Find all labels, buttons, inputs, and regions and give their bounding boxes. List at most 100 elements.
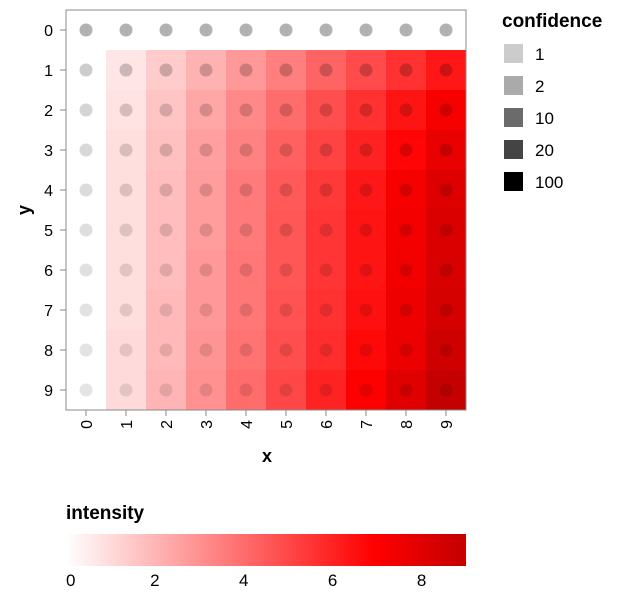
confidence-dot <box>159 303 173 317</box>
confidence-dot <box>119 223 133 237</box>
confidence-dot <box>79 223 93 237</box>
confidence-dot <box>399 303 413 317</box>
heatmap-cell <box>426 370 467 411</box>
confidence-dot <box>199 263 213 277</box>
heatmap-cell <box>266 10 307 51</box>
heatmap-cell <box>426 170 467 211</box>
heatmap-cell <box>266 50 307 91</box>
heatmap-cell <box>306 250 347 291</box>
confidence-dot <box>239 303 253 317</box>
confidence-legend-label: 10 <box>535 109 554 128</box>
y-tick-label: 0 <box>44 23 53 40</box>
confidence-dot <box>119 263 133 277</box>
confidence-dot <box>119 183 133 197</box>
x-tick-label: 1 <box>119 420 136 429</box>
heatmap-cell <box>426 130 467 171</box>
heatmap-cell <box>226 170 267 211</box>
heatmap-cell <box>346 90 387 131</box>
heatmap-cell <box>186 370 227 411</box>
heatmap-cell <box>386 90 427 131</box>
heatmap-cell <box>386 130 427 171</box>
confidence-dot <box>159 383 173 397</box>
confidence-dot <box>439 103 453 117</box>
confidence-dot <box>399 383 413 397</box>
heatmap-cell <box>426 90 467 131</box>
heatmap-cell <box>66 370 107 411</box>
confidence-dot <box>359 143 373 157</box>
heatmap-cell <box>346 250 387 291</box>
heatmap-cell <box>306 50 347 91</box>
heatmap-cell <box>306 90 347 131</box>
confidence-dot <box>79 263 93 277</box>
confidence-dot <box>79 63 93 77</box>
heatmap-cell <box>306 330 347 371</box>
intensity-legend: intensity 0 2 4 6 8 <box>66 503 466 590</box>
confidence-legend-label: 20 <box>535 141 554 160</box>
confidence-dot <box>239 63 253 77</box>
heatmap-cell <box>306 290 347 331</box>
confidence-legend-swatch <box>504 76 523 95</box>
confidence-dot <box>439 63 453 77</box>
heatmap-cell <box>266 330 307 371</box>
confidence-dot <box>319 103 333 117</box>
heatmap-cell <box>266 170 307 211</box>
confidence-dot <box>399 63 413 77</box>
confidence-dot <box>359 303 373 317</box>
confidence-dot <box>159 63 173 77</box>
x-tick-label: 5 <box>279 420 296 429</box>
x-tick-label: 0 <box>79 420 96 429</box>
confidence-dot <box>79 303 93 317</box>
confidence-dot <box>399 223 413 237</box>
heatmap-cell <box>66 10 107 51</box>
confidence-dot <box>399 23 413 37</box>
confidence-dot <box>159 263 173 277</box>
confidence-dot <box>279 383 293 397</box>
confidence-dot <box>159 143 173 157</box>
heatmap-cell <box>106 250 147 291</box>
confidence-dot <box>199 183 213 197</box>
confidence-dot <box>439 143 453 157</box>
heatmap-cell <box>186 50 227 91</box>
heatmap-cell <box>146 170 187 211</box>
confidence-dot <box>159 183 173 197</box>
confidence-dot <box>119 343 133 357</box>
plot-frame <box>65 9 467 411</box>
confidence-dot <box>439 383 453 397</box>
confidence-dot <box>199 103 213 117</box>
confidence-dot <box>119 103 133 117</box>
heatmap-cell <box>106 90 147 131</box>
confidence-dot <box>79 183 93 197</box>
heatmap-cell <box>226 330 267 371</box>
confidence-legend-swatch <box>504 44 523 63</box>
heatmap-cell <box>426 10 467 51</box>
heatmap-cell <box>386 50 427 91</box>
heatmap-cell <box>266 210 307 251</box>
confidence-dot <box>199 383 213 397</box>
intensity-tick-label: 2 <box>150 571 159 590</box>
y-tick-label: 4 <box>44 183 53 200</box>
confidence-legend-swatch <box>504 172 523 191</box>
confidence-dot <box>159 343 173 357</box>
heatmap-cell <box>386 250 427 291</box>
confidence-dot <box>439 303 453 317</box>
confidence-dot <box>319 383 333 397</box>
confidence-dot <box>279 103 293 117</box>
heatmap-cell <box>346 330 387 371</box>
heatmap-cell <box>66 330 107 371</box>
heatmap-cell <box>146 290 187 331</box>
heatmap-cell <box>66 250 107 291</box>
heatmap-cell <box>346 290 387 331</box>
confidence-dot <box>279 343 293 357</box>
heatmap-cell <box>346 10 387 51</box>
confidence-dot <box>279 23 293 37</box>
heatmap-cell <box>66 170 107 211</box>
confidence-dot <box>119 63 133 77</box>
confidence-dot <box>199 23 213 37</box>
confidence-dot <box>439 263 453 277</box>
heatmap-cell <box>106 10 147 51</box>
confidence-dot <box>239 263 253 277</box>
heatmap-cell <box>66 130 107 171</box>
confidence-dot <box>159 103 173 117</box>
heatmap-cell <box>66 210 107 251</box>
